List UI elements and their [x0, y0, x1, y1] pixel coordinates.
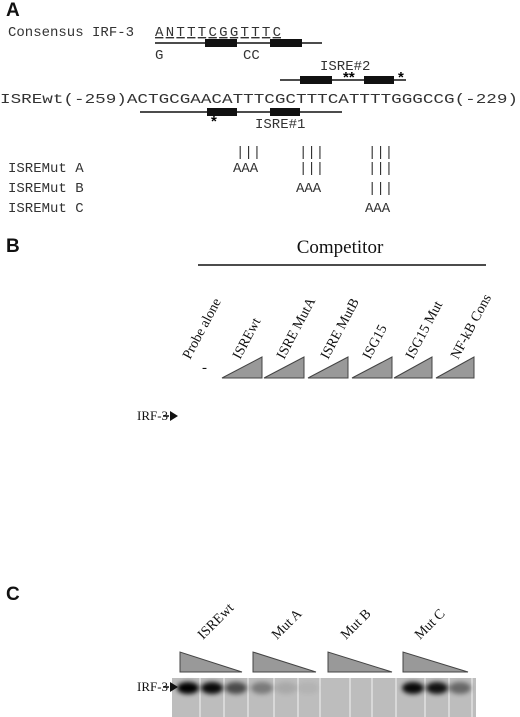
band — [177, 682, 199, 694]
wedges — [221, 356, 475, 379]
wt-sequence: ISREwt(-259)ACTGCGAACATTTCGCTTTCATTTTGGG… — [0, 92, 518, 108]
lane-label: Mut A — [269, 606, 306, 643]
consensus-variant: G — [155, 48, 163, 64]
lane-label: ISRE MutB — [318, 296, 362, 362]
asterisk: * — [398, 69, 404, 86]
isre1-motif — [140, 108, 342, 116]
band-label: IRF-3 — [137, 408, 168, 423]
isre2-motif — [280, 76, 406, 84]
mutant-list: ||| ||| |||ISREMut A AAA ||| |||ISREMut B AAA |… — [8, 145, 393, 217]
lane-label: Mut B — [338, 607, 374, 643]
consensus-variant: CC — [243, 48, 260, 64]
band — [251, 682, 273, 694]
substitution: AAA — [365, 201, 391, 217]
consensus-motif — [155, 39, 322, 47]
position-mark: ||| — [368, 161, 393, 177]
competitor-label: Competitor — [297, 237, 384, 258]
gel-image — [172, 678, 476, 717]
mutant-name: ISREMut B — [8, 181, 84, 197]
isre1-label: ISRE#1 — [255, 117, 305, 133]
panel-label: A — [6, 0, 20, 21]
lane-label: ISG15 — [360, 323, 390, 362]
wedge — [393, 356, 433, 379]
lane-label: ISG15 Mut — [403, 299, 446, 362]
band-label: IRF-3 — [137, 679, 168, 694]
lane-label: ISRE MutA — [274, 295, 319, 362]
wedge — [307, 356, 349, 379]
arrow — [163, 682, 178, 692]
position-mark: ||| — [368, 181, 393, 197]
band — [225, 682, 247, 694]
wedge — [435, 356, 475, 379]
arrow — [163, 411, 178, 421]
panel-label: C — [6, 584, 20, 605]
consensus-name: Consensus IRF-3 — [8, 25, 134, 41]
lane-label: NF-kB Cons — [448, 292, 495, 362]
probe-alone-mark: - — [202, 360, 207, 376]
asterisk: ** — [343, 69, 355, 86]
asterisk: * — [211, 113, 217, 130]
position-mark: ||| — [299, 161, 324, 177]
substitution: AAA — [233, 161, 259, 177]
wedges — [179, 651, 469, 673]
substitution: AAA — [296, 181, 322, 197]
wedge — [263, 356, 305, 379]
wedge — [252, 651, 317, 673]
lane-labels: Probe alone ISREwt ISRE MutA ISRE MutBISG15… — [180, 292, 495, 362]
wedge — [221, 356, 263, 379]
mutant-name: ISREMut A — [8, 161, 84, 177]
lane-label: Probe alone — [180, 296, 224, 362]
band — [426, 682, 448, 694]
lane-label: Mut C — [412, 607, 448, 643]
lane-label: ISREwt — [195, 601, 237, 643]
band — [201, 682, 223, 694]
position-mark: ||| — [299, 145, 324, 161]
band — [275, 682, 297, 694]
position-mark: ||| — [236, 145, 261, 161]
wedge — [402, 651, 469, 673]
band — [297, 682, 319, 694]
wedge — [327, 651, 393, 673]
wedge — [351, 356, 393, 379]
consensus-sequence: ANTTTCGGTTTC — [155, 25, 281, 41]
band — [402, 682, 424, 694]
position-mark: ||| — [368, 145, 393, 161]
isre2-label: ISRE#2 — [320, 59, 370, 75]
mutant-name: ISREMut C — [8, 201, 84, 217]
lane-labels: ISREwt Mut A Mut B Mut C — [195, 601, 448, 643]
lane-label: ISREwt — [230, 316, 264, 362]
wedge — [179, 651, 243, 673]
panel-label: B — [6, 236, 20, 257]
band — [449, 682, 471, 694]
